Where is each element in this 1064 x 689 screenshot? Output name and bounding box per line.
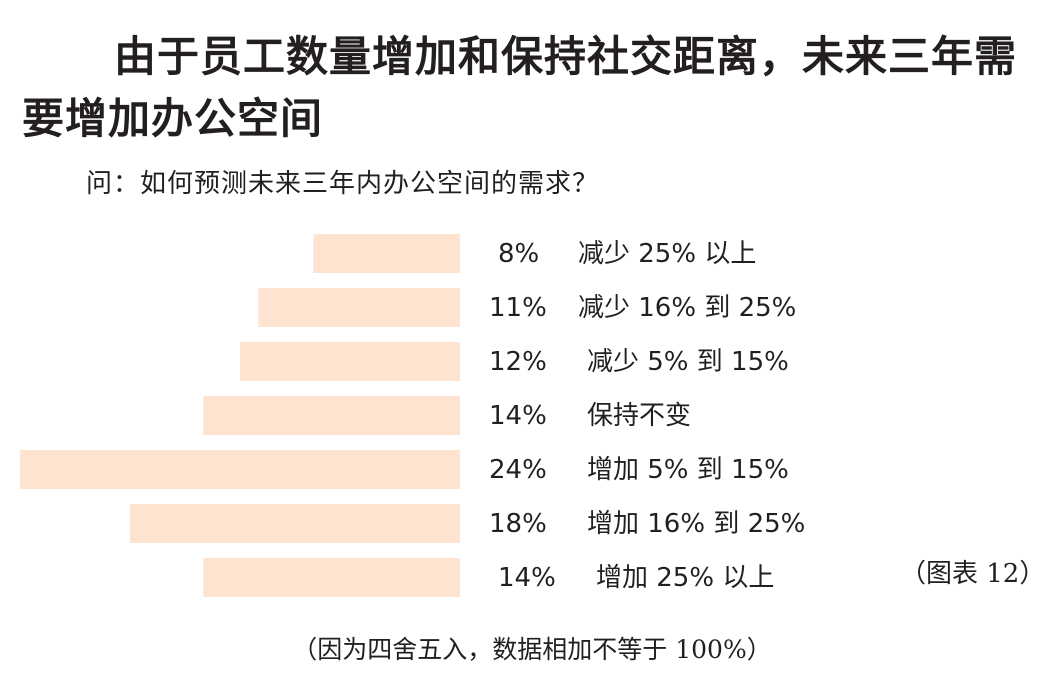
bar-value-label: 8% [498, 239, 539, 269]
bar-value-label: 12% [489, 347, 547, 377]
bar-value-label: 24% [489, 455, 547, 485]
bar-value-label: 18% [489, 509, 547, 539]
bar [203, 558, 461, 597]
bar [130, 504, 460, 543]
bar-value-label: 14% [489, 401, 547, 431]
chart-title: 由于员工数量增加和保持社交距离，未来三年需要增加办公空间 [22, 32, 1018, 143]
category-label: 增加 5% 到 15% [587, 455, 789, 485]
bar [240, 342, 460, 381]
bar [258, 288, 460, 327]
rounding-footnote: （因为四舍五入，数据相加不等于 100%） [292, 635, 772, 664]
category-label: 减少 5% 到 15% [587, 347, 789, 377]
bar-value-label: 14% [498, 563, 556, 593]
bar [203, 396, 461, 435]
bar-value-label: 11% [489, 293, 547, 323]
category-label: 保持不变 [587, 401, 691, 431]
bar [313, 234, 460, 273]
bar [20, 450, 460, 489]
category-label: 减少 25% 以上 [578, 239, 756, 269]
category-label: 增加 25% 以上 [596, 563, 774, 593]
category-label: 增加 16% 到 25% [587, 509, 805, 539]
chart-subtitle: 问：如何预测未来三年内办公空间的需求？ [86, 169, 600, 199]
figure-number: （图表 12） [900, 559, 1046, 589]
category-label: 减少 16% 到 25% [578, 293, 796, 323]
